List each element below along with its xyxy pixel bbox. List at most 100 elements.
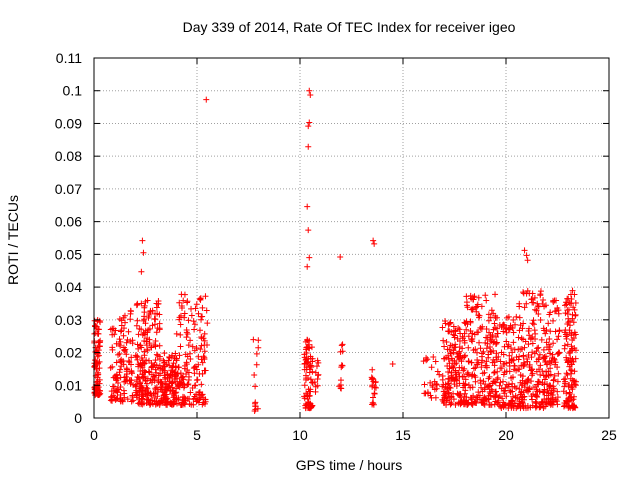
data-point — [537, 316, 544, 323]
data-point — [436, 371, 443, 378]
data-point — [130, 397, 137, 404]
data-point — [156, 326, 163, 333]
data-point — [487, 382, 494, 389]
data-point — [530, 299, 537, 306]
data-point — [531, 350, 538, 357]
data-point — [555, 333, 562, 340]
data-point — [301, 382, 308, 389]
axis-ticks — [93, 57, 610, 419]
data-point — [302, 404, 309, 411]
data-point — [195, 310, 202, 317]
data-point — [368, 376, 375, 383]
x-tick-label: 10 — [292, 427, 308, 443]
data-point — [191, 321, 198, 328]
data-point — [566, 381, 573, 388]
data-point — [518, 389, 525, 396]
data-point — [468, 372, 475, 379]
data-point — [430, 353, 437, 360]
data-point — [516, 327, 523, 334]
data-point — [133, 391, 140, 398]
data-point — [461, 390, 468, 397]
data-point — [460, 367, 467, 374]
data-point — [545, 390, 552, 397]
data-point — [547, 328, 554, 335]
data-point — [128, 398, 135, 405]
data-point — [121, 325, 128, 332]
data-point — [313, 363, 320, 370]
data-point — [546, 385, 553, 392]
data-point — [454, 350, 461, 357]
y-tick-label: 0 — [74, 410, 82, 426]
data-point — [527, 336, 534, 343]
data-point — [521, 247, 528, 254]
data-point — [114, 386, 121, 393]
data-point — [541, 376, 548, 383]
data-point — [389, 361, 396, 367]
data-point — [338, 362, 345, 369]
data-point — [452, 328, 459, 335]
data-point — [531, 327, 538, 334]
data-point — [153, 362, 160, 369]
data-point — [170, 360, 177, 367]
data-point — [143, 384, 150, 391]
data-point — [565, 315, 572, 322]
data-point — [187, 356, 194, 363]
data-point — [181, 314, 188, 321]
data-point — [369, 401, 376, 408]
data-point — [560, 388, 567, 395]
data-point — [203, 307, 210, 314]
data-point — [167, 373, 174, 380]
data-point — [473, 349, 480, 356]
data-point — [475, 294, 482, 301]
data-point — [497, 379, 504, 386]
data-point — [487, 392, 494, 399]
data-point — [521, 393, 528, 400]
data-point — [493, 350, 500, 357]
data-point — [139, 395, 146, 402]
data-point — [108, 394, 115, 401]
data-point — [443, 339, 450, 346]
data-point — [537, 362, 544, 369]
data-point — [568, 367, 575, 374]
data-point — [498, 349, 505, 356]
data-point — [191, 326, 198, 333]
data-point — [511, 362, 518, 369]
data-point — [571, 329, 578, 336]
data-point — [448, 400, 455, 407]
data-points — [91, 87, 580, 415]
data-point — [371, 390, 378, 397]
data-point — [439, 396, 446, 403]
data-point — [163, 387, 170, 394]
data-point — [180, 297, 187, 304]
data-point — [201, 342, 208, 349]
data-point — [506, 359, 513, 366]
data-point — [422, 390, 429, 397]
y-tick-labels: 0 0.01 0.02 0.03 0.04 0.05 0.06 0.07 0.08 0.09 0.1… — [55, 50, 82, 426]
x-tick-label: 25 — [601, 427, 617, 443]
data-point — [434, 368, 441, 375]
y-tick-label: 0.01 — [55, 377, 82, 393]
data-point — [315, 359, 322, 366]
data-point — [201, 330, 208, 337]
data-point — [526, 332, 533, 339]
data-point — [479, 370, 486, 377]
data-point — [156, 311, 163, 318]
data-point — [447, 384, 454, 391]
data-point — [483, 345, 490, 352]
data-point — [529, 349, 536, 356]
data-point — [538, 336, 545, 343]
data-point — [448, 393, 455, 400]
data-point — [301, 351, 308, 358]
data-point — [479, 357, 486, 364]
data-point — [153, 304, 160, 311]
data-point — [113, 359, 120, 366]
data-point — [520, 359, 527, 366]
data-point — [314, 382, 321, 389]
grid-lines — [94, 58, 609, 418]
data-point — [477, 324, 484, 331]
data-point — [184, 366, 191, 373]
data-point — [454, 390, 461, 397]
data-point — [482, 292, 489, 299]
data-point — [199, 391, 206, 398]
data-point — [158, 386, 165, 393]
